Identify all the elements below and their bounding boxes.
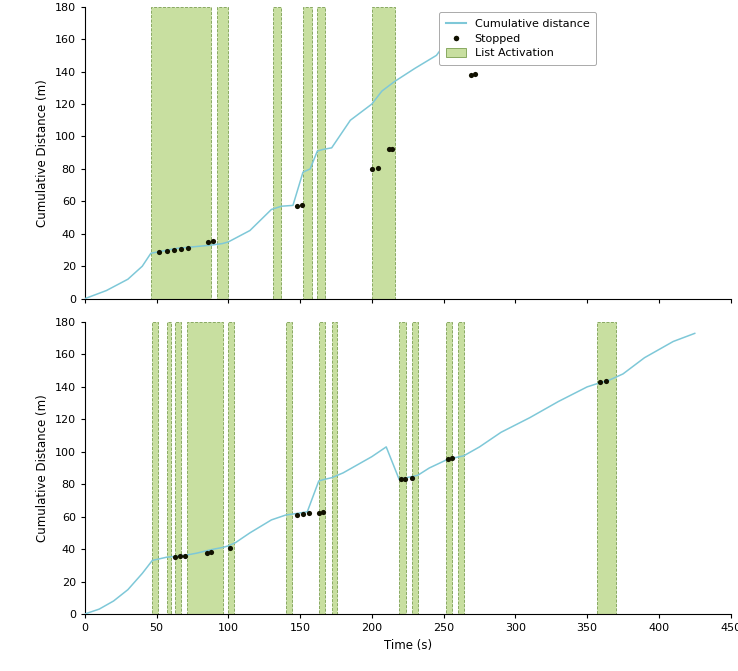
Point [296,200,308,211]
Bar [331,322,337,614]
Bar [176,322,181,614]
Bar [317,7,325,299]
Bar [228,322,234,614]
Point [442,454,454,464]
Bar [319,322,325,614]
Bar [286,322,292,614]
Point [292,510,303,521]
Point [179,550,191,561]
Point [173,551,185,562]
Bar [597,322,615,614]
Point [372,163,384,174]
Point [465,70,477,81]
Point [170,552,182,562]
Point [317,507,329,517]
Point [594,376,606,387]
Point [386,144,398,154]
Bar [446,322,452,614]
Bar [303,7,311,299]
Point [201,548,213,558]
Bar [458,322,463,614]
Bar [167,322,171,614]
Bar [152,322,158,614]
Bar [187,322,223,614]
Point [446,453,458,464]
Point [366,164,378,174]
Point [395,474,407,484]
Point [154,246,165,257]
Bar [399,322,407,614]
Bar [372,7,395,299]
Point [399,473,411,484]
Bar [273,7,281,299]
Bar [412,322,418,614]
Bar [217,7,228,299]
Y-axis label: Cumulative Distance (m): Cumulative Distance (m) [36,79,49,227]
Point [469,68,481,79]
Legend: Cumulative distance, Stopped, List Activation: Cumulative distance, Stopped, List Activ… [439,12,596,65]
Point [297,509,309,519]
Point [406,472,418,483]
Point [600,376,612,386]
Point [205,547,217,558]
Y-axis label: Cumulative Distance (m): Cumulative Distance (m) [36,394,49,542]
Point [224,543,235,554]
Point [168,245,180,256]
Point [207,236,218,246]
Point [313,507,325,518]
Point [292,201,303,211]
Point [202,236,214,247]
Point [383,144,395,155]
Point [161,246,173,256]
Bar [151,7,211,299]
Point [303,508,314,519]
Point [182,243,194,254]
X-axis label: Time (s): Time (s) [384,639,432,652]
Point [175,244,187,254]
